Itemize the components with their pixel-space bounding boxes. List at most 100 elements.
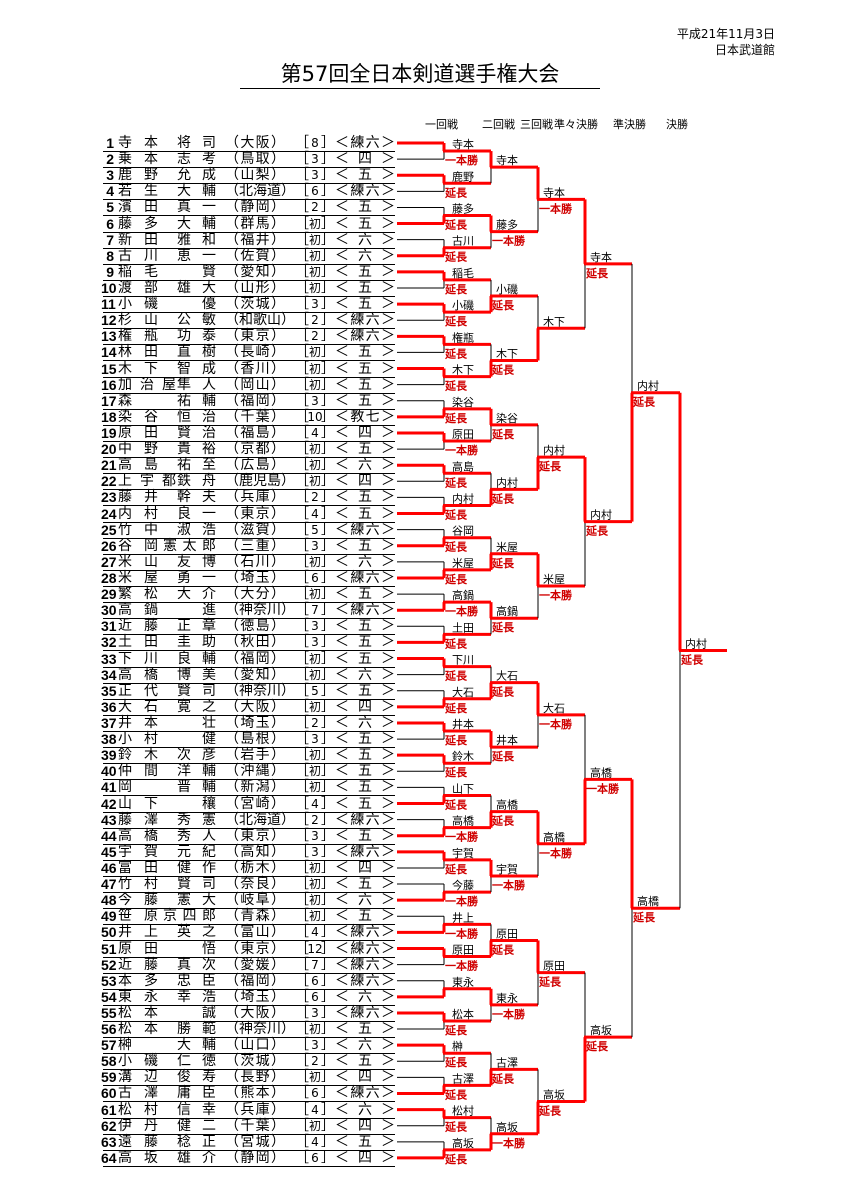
dan-value: 3	[311, 635, 319, 650]
player-prefecture: （神奈川）	[225, 1021, 295, 1038]
match-winner-name: 小磯	[496, 283, 518, 296]
player-surname: 高鍋	[118, 602, 158, 619]
match-result: 延長	[585, 266, 609, 280]
player-prefecture: （石川）	[225, 553, 285, 570]
player-given-name: 幹夫	[177, 489, 216, 506]
bracket-open: ［	[295, 569, 309, 586]
player-grade: ＜六＞	[335, 1101, 395, 1118]
player-given-name: 賢	[202, 263, 216, 280]
player-prefecture: （宮崎）	[225, 795, 285, 812]
dan-value: 4	[311, 1102, 319, 1117]
player-surname: 山下	[118, 795, 158, 812]
bracket-open: ［	[295, 602, 309, 619]
match-winner-name: 藤多	[452, 201, 474, 215]
player-given-name: 真次	[177, 956, 216, 973]
player-row: 57 榊 大輔 （山口） ［ 3 ］ ＜六＞	[101, 1037, 395, 1055]
player-prefecture: （埼玉）	[225, 988, 285, 1005]
match-winner-name: 高鍋	[452, 588, 474, 602]
bracket-close: ］	[321, 1101, 335, 1118]
dan-value: 初	[308, 458, 321, 473]
player-prefecture: （奈良）	[225, 876, 285, 893]
player-given-name: 恒治	[177, 408, 216, 425]
bracket-close: ］	[321, 537, 335, 554]
player-prefecture: （福井）	[225, 231, 285, 248]
bracket-open: ［	[295, 441, 309, 458]
player-number: 34	[101, 666, 117, 683]
player-surname: 今藤	[118, 892, 158, 909]
player-surname: 下川	[118, 650, 158, 667]
match-winner-name: 米屋	[452, 557, 474, 570]
player-grade: ＜練六＞	[335, 183, 395, 200]
player-number: 25	[101, 521, 117, 538]
player-prefecture: （埼玉）	[225, 569, 285, 586]
bracket-open: ［	[295, 1085, 309, 1102]
player-given-name: 雄介	[177, 1149, 216, 1166]
player-surname: 遠藤	[118, 1133, 158, 1150]
player-number: 40	[101, 763, 117, 780]
player-surname: 杉山	[118, 312, 158, 329]
bracket-close: ］	[321, 183, 335, 200]
player-given-name: 壮	[202, 714, 216, 731]
dan-value: 6	[311, 570, 319, 585]
bracket-close: ］	[321, 843, 335, 860]
player-grade: ＜練六＞	[335, 1085, 395, 1102]
player-grade: ＜練六＞	[335, 972, 395, 989]
bracket-open: ［	[295, 811, 309, 828]
player-row: 19 原田 賢治 （福島） ［ 4 ］ ＜四＞	[101, 425, 395, 442]
bracket-close: ］	[321, 698, 335, 715]
player-grade: ＜五＞	[335, 537, 395, 554]
dan-value: 初	[308, 232, 321, 247]
player-given-name: 智成	[177, 360, 216, 377]
bracket-open: ［	[295, 553, 309, 570]
match-result: 一本勝	[539, 201, 573, 215]
player-given-name: 稔正	[177, 1133, 216, 1150]
player-prefecture: （栃木）	[225, 859, 285, 876]
player-surname: 榊	[118, 1037, 132, 1054]
bracket-open: ［	[295, 505, 309, 522]
match-result: 延長	[444, 1023, 468, 1037]
player-prefecture: （東京）	[225, 827, 285, 844]
dan-value: 2	[311, 200, 319, 215]
match-result: 延長	[491, 556, 515, 570]
dan-value: 3	[311, 538, 319, 553]
match-winner-name: 高島	[452, 459, 474, 473]
bracket-open: ［	[295, 972, 309, 989]
player-grade: ＜練六＞	[335, 312, 395, 329]
player-given-name: 秀人	[177, 827, 216, 844]
bracket-open: ［	[295, 618, 309, 635]
match-winner-name: 寺本	[543, 185, 565, 199]
bracket-open: ［	[295, 1101, 309, 1118]
player-given-name: 勝範	[177, 1021, 216, 1038]
player-row: 63 遠藤 稔正 （宮城） ［ 4 ］ ＜五＞	[101, 1133, 395, 1151]
bracket-close: ］	[321, 1053, 335, 1070]
player-number: 43	[101, 811, 117, 828]
bracket-close: ］	[321, 505, 335, 522]
player-row: 45 宇賀 元紀 （高知） ［ 3 ］ ＜練六＞	[101, 843, 395, 861]
match-winner-name: 東永	[452, 975, 474, 989]
player-prefecture: （千葉）	[225, 408, 285, 425]
player-grade: ＜五＞	[335, 795, 395, 812]
bracket-close: ］	[321, 408, 335, 425]
player-number: 41	[101, 779, 117, 796]
bracket-open: ［	[295, 698, 309, 715]
bracket-close: ］	[321, 666, 335, 683]
player-grade: ＜五＞	[335, 618, 395, 635]
player-surname: 米山	[118, 553, 158, 570]
player-row: 16 加治屋 隼人 （岡山） ［ 初 ］ ＜五＞	[101, 377, 395, 394]
player-grade: ＜五＞	[335, 682, 395, 699]
match-winner-name: 谷岡	[452, 525, 474, 538]
bracket-open: ［	[295, 360, 309, 377]
match-winner-name: 内村	[543, 443, 565, 457]
player-grade: ＜練六＞	[335, 569, 395, 586]
round-header-final: 決勝	[666, 118, 688, 131]
player-row: 40 仲間 洋輔 （沖縄） ［ 初 ］ ＜五＞	[101, 763, 395, 781]
match-winner-name: 内村	[496, 475, 518, 489]
player-given-name: 京四郎	[163, 908, 216, 925]
player-number: 2	[106, 151, 114, 168]
match-winner-name: 染谷	[452, 395, 474, 409]
player-surname: 正代	[118, 682, 158, 699]
match-result: 延長	[585, 1039, 609, 1053]
match-winner-name: 木下	[543, 315, 565, 328]
player-number: 33	[101, 650, 117, 667]
player-grade: ＜六＞	[335, 1037, 395, 1054]
